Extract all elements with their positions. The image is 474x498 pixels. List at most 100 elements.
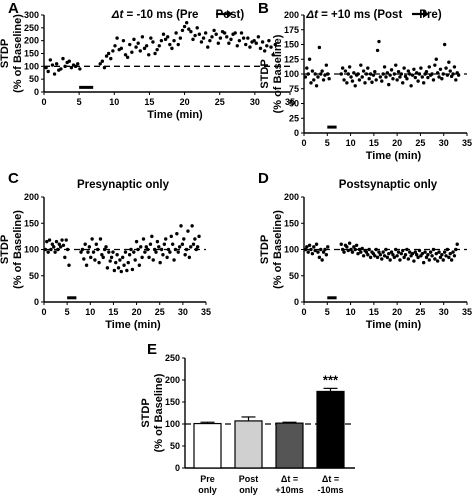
x-tick-label: 20	[132, 307, 142, 317]
data-point	[184, 21, 189, 25]
data-point	[59, 67, 63, 71]
data-point	[136, 247, 140, 252]
x-tick-label: 5	[325, 138, 330, 148]
data-point	[388, 73, 392, 77]
data-point	[395, 78, 399, 82]
data-point	[173, 247, 178, 252]
data-point	[157, 44, 161, 48]
x-tick-label: 30	[439, 307, 449, 317]
data-point	[225, 35, 229, 39]
y-tick-label: 250	[24, 23, 39, 33]
data-point	[187, 27, 191, 31]
data-point	[406, 257, 411, 261]
data-point	[95, 247, 100, 252]
data-point	[73, 64, 78, 69]
data-point	[159, 38, 164, 43]
x-tick-label: 5	[325, 307, 330, 317]
data-point	[434, 252, 438, 256]
data-point	[61, 56, 65, 61]
data-point	[391, 253, 395, 257]
data-point	[345, 81, 349, 85]
y-tick-label: 300	[24, 10, 39, 20]
data-point	[320, 69, 324, 73]
data-point	[267, 38, 271, 43]
data-point	[93, 258, 97, 262]
data-point	[405, 77, 409, 81]
title-delta: Δt	[305, 9, 319, 21]
data-point	[426, 75, 430, 80]
y-tick-label: 150	[24, 49, 39, 59]
x-tick-label: 25	[155, 307, 165, 317]
panel-letter: D	[258, 170, 269, 187]
data-point	[45, 239, 49, 244]
data-point	[142, 46, 147, 51]
data-point	[79, 250, 83, 254]
data-point	[323, 73, 327, 77]
data-point	[313, 72, 317, 76]
x-tick-label: 30	[250, 97, 260, 107]
y-axis-label: STDP(% of Baseline)	[140, 373, 165, 452]
data-point	[129, 247, 133, 252]
data-point	[133, 258, 137, 262]
data-point	[412, 67, 416, 71]
data-point	[149, 36, 153, 40]
y-tick-label: 0	[294, 297, 299, 307]
data-point	[378, 75, 383, 79]
data-point	[46, 250, 50, 254]
x-tick-label: 20	[392, 138, 402, 148]
data-point	[373, 69, 377, 74]
data-point	[233, 31, 237, 35]
data-point	[172, 258, 176, 262]
data-point	[155, 47, 159, 52]
y-axis-label-line1: STDP	[140, 398, 152, 427]
data-point	[361, 69, 366, 73]
data-point	[307, 243, 312, 247]
data-point	[114, 260, 118, 265]
data-point	[423, 250, 427, 254]
data-point	[54, 239, 59, 244]
data-point	[319, 247, 323, 252]
data-point	[239, 31, 244, 35]
y-tick-label: 50	[170, 441, 180, 451]
data-point	[105, 266, 110, 270]
data-point	[431, 247, 436, 252]
data-point	[151, 40, 155, 44]
data-point	[57, 242, 61, 246]
data-point	[136, 41, 140, 45]
data-point	[413, 75, 418, 80]
data-point	[339, 72, 343, 76]
data-point	[258, 46, 263, 51]
data-point	[309, 247, 313, 252]
category-label: Pre	[200, 474, 215, 484]
data-point	[384, 75, 388, 79]
data-point	[134, 239, 139, 244]
y-tick-label: 75	[289, 84, 299, 94]
data-point	[343, 69, 348, 73]
data-point	[130, 267, 135, 272]
data-point	[447, 255, 451, 260]
data-point	[396, 250, 401, 254]
data-point	[305, 245, 309, 249]
data-point	[441, 258, 445, 262]
data-point	[208, 38, 212, 43]
data-point	[317, 255, 322, 260]
data-point	[150, 234, 154, 239]
panel-letter: E	[147, 341, 157, 358]
data-point	[374, 247, 378, 252]
x-tick-label: 10	[346, 138, 356, 148]
data-point	[162, 242, 167, 246]
data-point	[109, 255, 114, 260]
data-point	[345, 245, 349, 249]
data-point	[306, 250, 310, 254]
data-point	[170, 242, 175, 246]
x-tick-label: 10	[346, 307, 356, 317]
data-point	[199, 40, 204, 44]
data-point	[206, 45, 210, 49]
x-axis-label: Time (min)	[366, 319, 422, 331]
data-point	[170, 46, 174, 51]
data-point	[382, 65, 387, 69]
y-tick-label: 200	[165, 375, 180, 385]
x-tick-label: 0	[41, 307, 46, 317]
data-point	[113, 44, 117, 48]
data-point	[191, 37, 195, 42]
